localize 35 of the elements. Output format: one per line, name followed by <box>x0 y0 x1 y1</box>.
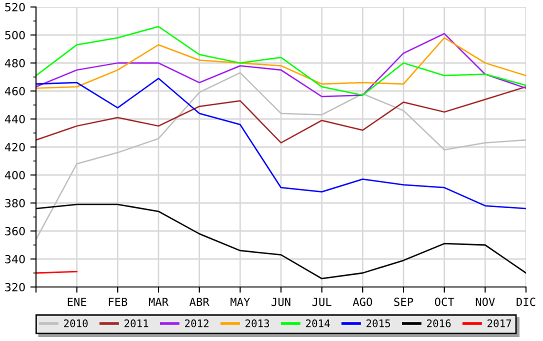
x-tick-label: OCT <box>434 298 454 306</box>
x-tick-label: MAY <box>230 298 250 306</box>
x-tick-label: DIC <box>516 298 536 306</box>
line-series <box>36 72 526 240</box>
y-tick-label: 520 <box>5 2 25 12</box>
legend-label: 2012 <box>185 319 208 328</box>
y-tick-label: 320 <box>5 282 25 292</box>
y-tick-label: 360 <box>5 226 25 236</box>
x-tick-label: ABR <box>190 298 210 306</box>
legend-label: 2014 <box>306 319 330 328</box>
x-tick-label: NOV <box>476 298 495 306</box>
x-tick-label: JUN <box>272 298 290 306</box>
x-tick-label: ENE <box>68 298 86 306</box>
x-tick-label: AGO <box>352 298 372 306</box>
line-series <box>36 86 526 144</box>
y-tick-label: 480 <box>4 58 25 68</box>
legend-label: 2017 <box>488 319 512 328</box>
line-series <box>36 37 526 89</box>
legend-label: 2015 <box>366 319 390 328</box>
y-tick-label: 340 <box>5 254 25 264</box>
x-tick-label: FEB <box>108 298 128 306</box>
legend-label: 2010 <box>64 319 88 328</box>
x-tick-label: JUL <box>312 298 332 306</box>
y-tick-label: 440 <box>4 114 25 124</box>
y-tick-label: 420 <box>4 142 25 152</box>
legend-label: 2013 <box>246 319 270 328</box>
legend-label: 2016 <box>427 319 451 328</box>
y-tick-label: 460 <box>4 86 25 96</box>
x-tick-label: SEP <box>394 298 414 306</box>
line-series <box>36 78 526 210</box>
y-tick-label: 500 <box>5 30 25 40</box>
x-tick-label: MAR <box>148 298 169 306</box>
y-tick-label: 380 <box>5 198 25 208</box>
y-tick-label: 400 <box>4 170 25 180</box>
legend-label: 2011 <box>124 319 148 328</box>
